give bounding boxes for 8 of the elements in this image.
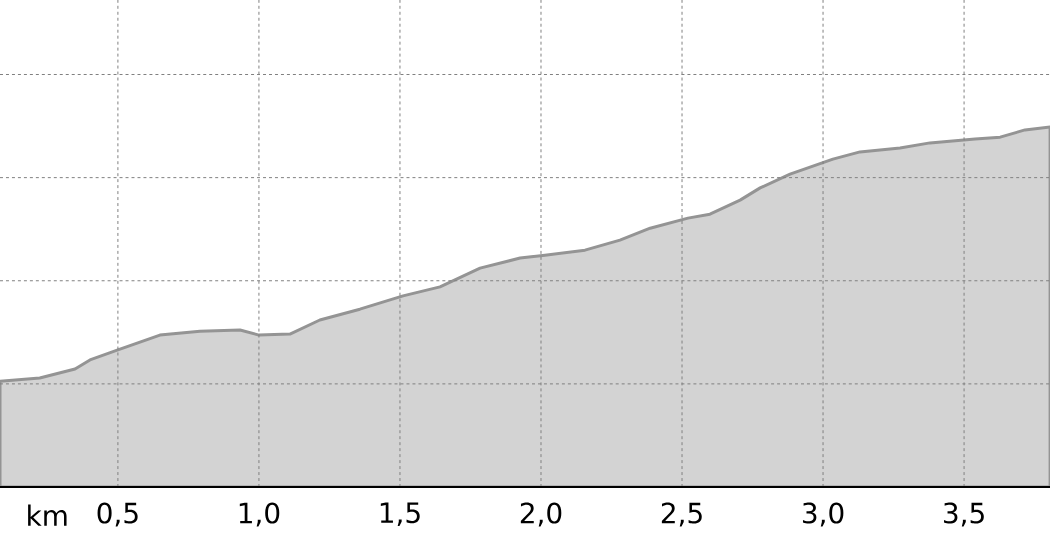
- x-tick-label: 2,0: [520, 502, 562, 527]
- x-tick-label: 2,5: [661, 502, 702, 527]
- x-tick-label: 3,0: [802, 502, 844, 527]
- x-tick-label: 1,5: [380, 502, 420, 527]
- x-tick-label: 1,0: [239, 502, 280, 527]
- x-tick-label: 0,5: [97, 502, 138, 527]
- x-tick-label: 3,5: [944, 502, 984, 527]
- x-axis-title: km: [28, 504, 67, 526]
